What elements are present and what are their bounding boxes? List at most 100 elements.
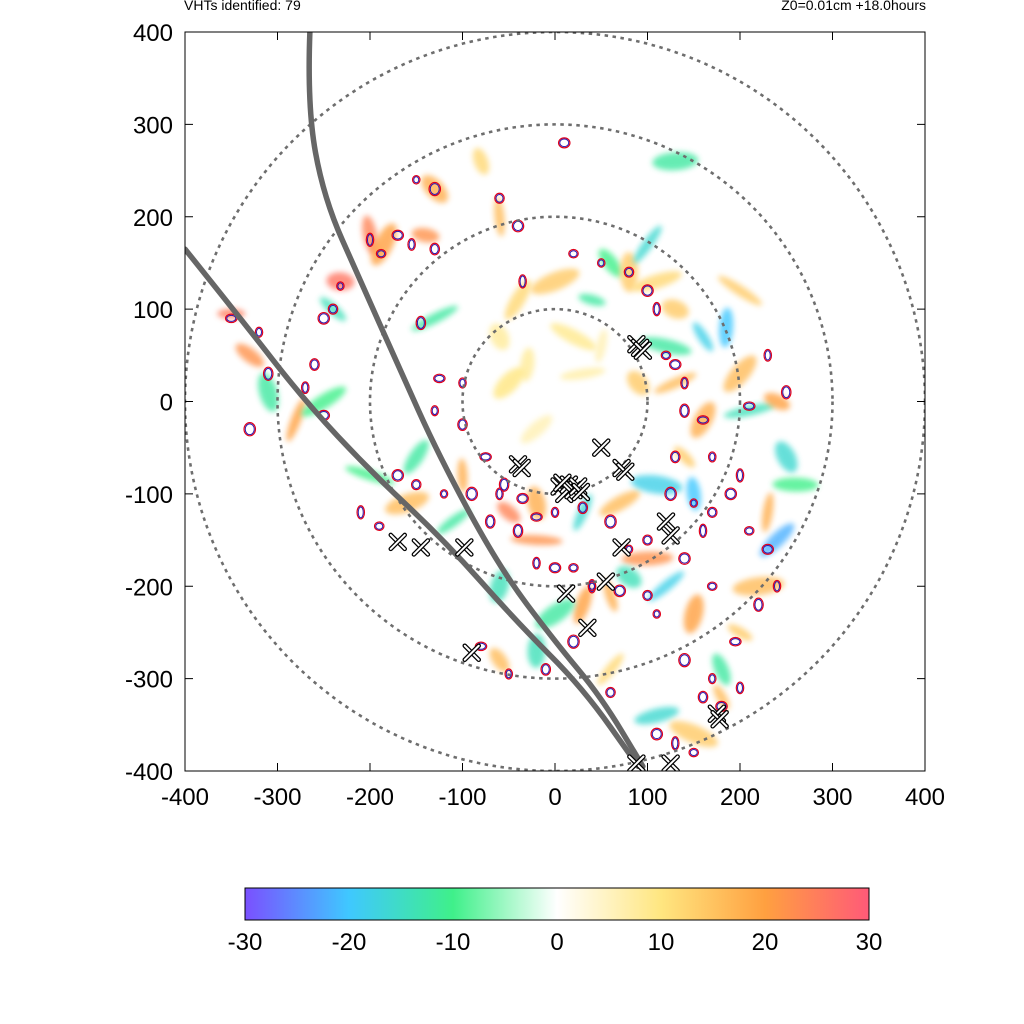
- velocity-feature: [319, 297, 347, 322]
- vht-contour-inner: [605, 515, 616, 528]
- vht-marker: [578, 618, 597, 638]
- vht-contour-outer: [548, 562, 562, 574]
- storm-track: [306, 32, 646, 770]
- velocity-feature: [616, 566, 642, 588]
- vht-contour-outer: [428, 181, 442, 197]
- vht-contour-outer: [458, 377, 467, 389]
- vht-contour-outer: [243, 422, 257, 437]
- velocity-feature: [712, 653, 731, 686]
- vht-contour-outer: [587, 581, 597, 592]
- vht-marker-stroke: [617, 463, 634, 480]
- velocity-feature: [550, 323, 597, 351]
- vht-contour-inner: [643, 535, 652, 545]
- vht-contour-inner: [589, 582, 595, 590]
- vht-contour-inner: [408, 239, 415, 250]
- vht-contour-outer: [415, 315, 427, 331]
- vht-contour-inner: [709, 674, 716, 683]
- vht-marker-stroke: [662, 527, 679, 544]
- velocity-feature: [673, 446, 696, 468]
- vht-contour-inner: [441, 490, 447, 498]
- vht-contour-inner: [625, 267, 633, 277]
- vht-contour-outer: [642, 534, 653, 546]
- storm-track: [185, 246, 641, 770]
- vht-contour-outer: [642, 589, 653, 602]
- velocity-feature: [718, 275, 762, 306]
- vht-contour-outer: [300, 381, 310, 395]
- vht-contour-outer: [430, 405, 440, 417]
- colorbar: [244, 887, 870, 921]
- colorbar-tick-label: -30: [228, 929, 263, 956]
- vht-contour-outer: [623, 266, 635, 278]
- vht-marker-stroke: [597, 573, 614, 590]
- vht-contour-inner: [310, 359, 319, 370]
- vht-marker: [388, 532, 407, 552]
- vht-contour-outer: [391, 469, 405, 482]
- vht-contour-outer: [568, 562, 579, 573]
- velocity-feature: [235, 343, 264, 367]
- vht-contour-outer: [780, 385, 792, 400]
- vht-contour-inner: [606, 688, 615, 697]
- vht-contour-inner: [680, 404, 689, 417]
- vht-contour-inner: [569, 564, 578, 572]
- vht-contour-inner: [302, 382, 309, 393]
- vht-marker-stroke: [572, 484, 589, 501]
- velocity-feature: [723, 355, 757, 393]
- y-tick-label: 300: [133, 112, 173, 139]
- vht-contour-outer: [429, 242, 441, 256]
- vht-contour-inner: [700, 524, 706, 537]
- velocity-feature: [257, 372, 279, 412]
- vht-contour-outer: [763, 348, 773, 362]
- velocity-feature: [436, 509, 470, 535]
- vht-contour-inner: [709, 452, 716, 462]
- velocity-feature: [634, 706, 680, 725]
- vht-contour-outer: [706, 581, 718, 592]
- vht-marker: [592, 438, 611, 457]
- vht-marker: [710, 710, 729, 729]
- vht-contour-inner: [413, 176, 420, 184]
- vht-marker: [656, 512, 676, 531]
- velocity-feature: [560, 367, 606, 380]
- vht-contour-outer: [391, 229, 405, 241]
- vht-contour-outer: [532, 556, 541, 570]
- vht-contour-outer: [407, 238, 416, 251]
- vht-marker-stroke: [628, 755, 645, 771]
- vht-contour-inner: [653, 303, 660, 316]
- vht-marker: [612, 538, 631, 557]
- vht-marker: [661, 754, 680, 771]
- vht-marker-stroke: [554, 474, 571, 491]
- vht-contour-inner: [681, 377, 688, 389]
- vht-contour-inner: [708, 508, 717, 517]
- vht-contour-outer: [356, 505, 366, 520]
- vht-marker: [553, 473, 572, 493]
- vht-contour-inner: [517, 494, 528, 503]
- vht-contour-outer: [567, 634, 580, 649]
- velocity-feature: [759, 523, 795, 557]
- velocity-feature: [654, 372, 697, 394]
- vht-contour-inner: [480, 453, 491, 461]
- vht-contour-inner: [533, 558, 540, 569]
- vht-contour-outer: [652, 301, 662, 317]
- velocity-feature: [510, 534, 563, 546]
- vht-contour-outer: [753, 597, 764, 612]
- vht-contour-outer: [511, 219, 525, 233]
- y-tick-label: 0: [160, 390, 173, 417]
- vht-marker-stroke: [513, 460, 530, 477]
- vht-contour-inner: [513, 220, 523, 232]
- vht-contour-outer: [550, 506, 560, 518]
- vht-contour-outer: [568, 248, 579, 259]
- vht-contour-inner: [774, 581, 780, 592]
- velocity-feature: [403, 439, 429, 474]
- vht-contour-outer: [679, 403, 690, 418]
- vht-contour-inner: [699, 692, 707, 703]
- velocity-feature: [493, 367, 525, 399]
- vht-contour-inner: [552, 508, 558, 517]
- vht-marker: [633, 341, 653, 360]
- velocity-feature: [411, 227, 440, 243]
- vht-contour-outer: [680, 376, 689, 390]
- velocity-feature: [669, 720, 718, 748]
- vht-contour-outer: [652, 609, 662, 619]
- vht-marker: [455, 538, 474, 557]
- x-tick-label: 400: [905, 784, 945, 811]
- velocity-feature: [597, 653, 624, 686]
- x-tick-label: -100: [438, 784, 486, 811]
